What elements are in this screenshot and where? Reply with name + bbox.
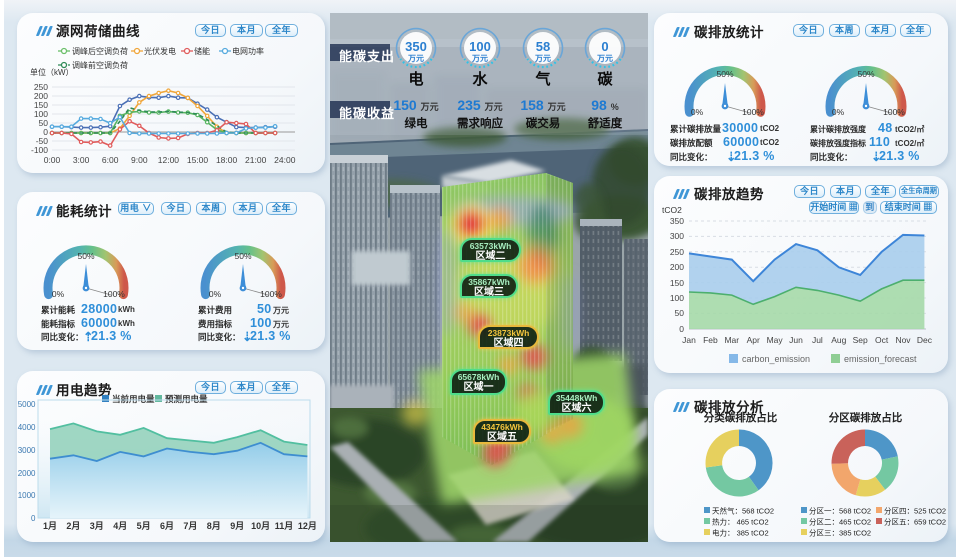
svg-text:21:00: 21:00 — [245, 155, 267, 165]
svg-text:100: 100 — [34, 109, 48, 119]
svg-text:May: May — [767, 335, 784, 345]
svg-text:12:00: 12:00 — [158, 155, 180, 165]
svg-text:50%: 50% — [77, 251, 94, 261]
svg-text:分区四：525 tCO2: 分区四：525 tCO2 — [884, 507, 946, 516]
svg-text:11月: 11月 — [275, 521, 294, 531]
svg-text:Nov: Nov — [895, 335, 911, 345]
svg-text:350: 350 — [670, 216, 684, 226]
svg-text:分区三：385 tCO2: 分区三：385 tCO2 — [809, 529, 871, 538]
svg-text:0:00: 0:00 — [44, 155, 61, 165]
svg-text:1000: 1000 — [18, 491, 36, 500]
svg-text:24:00: 24:00 — [274, 155, 296, 165]
svg-text:Dec: Dec — [917, 335, 933, 345]
svg-text:储能: 储能 — [194, 46, 210, 56]
svg-text:调峰后空调负荷: 调峰后空调负荷 — [72, 46, 128, 56]
svg-text:热力： 465 tCO2: 热力： 465 tCO2 — [712, 517, 769, 527]
svg-text:150: 150 — [34, 100, 48, 110]
svg-text:1月: 1月 — [43, 521, 57, 531]
svg-text:0: 0 — [679, 324, 684, 334]
svg-text:4月: 4月 — [113, 521, 127, 531]
svg-text:0%: 0% — [832, 107, 845, 117]
svg-text:电网功率: 电网功率 — [232, 46, 264, 56]
svg-text:50%: 50% — [857, 69, 874, 79]
svg-text:分区二：465 tCO2: 分区二：465 tCO2 — [809, 518, 871, 527]
svg-text:100%: 100% — [103, 289, 125, 299]
svg-text:300: 300 — [670, 231, 684, 241]
svg-text:Feb: Feb — [703, 335, 718, 345]
svg-text:12月: 12月 — [298, 521, 317, 531]
svg-text:单位（kW）: 单位（kW） — [30, 67, 74, 77]
svg-text:Mar: Mar — [724, 335, 739, 345]
svg-text:Jun: Jun — [789, 335, 803, 345]
svg-text:Apr: Apr — [747, 335, 760, 345]
svg-text:tCO2: tCO2 — [662, 205, 682, 215]
svg-text:250: 250 — [34, 82, 48, 92]
svg-text:Jan: Jan — [682, 335, 696, 345]
svg-text:天然气：568 tCO2: 天然气：568 tCO2 — [712, 506, 774, 516]
svg-text:调峰前空调负荷: 调峰前空调负荷 — [72, 60, 128, 70]
svg-text:3000: 3000 — [18, 446, 36, 455]
svg-text:0%: 0% — [209, 289, 222, 299]
svg-text:150: 150 — [670, 278, 684, 288]
svg-text:10月: 10月 — [251, 521, 270, 531]
svg-text:100: 100 — [670, 293, 684, 303]
svg-text:电力： 385 tCO2: 电力： 385 tCO2 — [712, 528, 769, 538]
svg-text:Jul: Jul — [812, 335, 823, 345]
svg-text:4000: 4000 — [18, 423, 36, 432]
svg-text:分区一：568 tCO2: 分区一：568 tCO2 — [809, 507, 871, 516]
svg-text:3:00: 3:00 — [73, 155, 90, 165]
svg-text:5000: 5000 — [18, 400, 36, 409]
svg-text:2月: 2月 — [66, 521, 80, 531]
svg-text:50%: 50% — [234, 251, 251, 261]
svg-text:200: 200 — [34, 91, 48, 101]
svg-text:carbon_emission: carbon_emission — [742, 354, 810, 364]
svg-text:3月: 3月 — [90, 521, 104, 531]
svg-text:0%: 0% — [52, 289, 65, 299]
svg-text:0: 0 — [31, 514, 36, 523]
svg-text:Aug: Aug — [831, 335, 846, 345]
svg-text:100%: 100% — [260, 289, 282, 299]
svg-text:0%: 0% — [691, 107, 704, 117]
svg-text:Sep: Sep — [853, 335, 868, 345]
svg-text:-100: -100 — [31, 145, 48, 155]
svg-text:emission_forecast: emission_forecast — [844, 354, 917, 364]
svg-text:Oct: Oct — [875, 335, 889, 345]
svg-text:光伏发电: 光伏发电 — [144, 46, 176, 56]
svg-text:7月: 7月 — [183, 521, 197, 531]
svg-text:50%: 50% — [716, 69, 733, 79]
svg-text:18:00: 18:00 — [216, 155, 238, 165]
svg-text:6月: 6月 — [160, 521, 174, 531]
svg-text:2000: 2000 — [18, 469, 36, 478]
svg-text:9:00: 9:00 — [131, 155, 148, 165]
svg-text:250: 250 — [670, 247, 684, 257]
svg-text:5月: 5月 — [137, 521, 151, 531]
svg-text:0: 0 — [43, 127, 48, 137]
svg-text:100%: 100% — [742, 107, 764, 117]
svg-text:15:00: 15:00 — [187, 155, 209, 165]
svg-text:9月: 9月 — [230, 521, 244, 531]
svg-text:-50: -50 — [36, 136, 49, 146]
svg-text:8月: 8月 — [207, 521, 221, 531]
svg-text:6:00: 6:00 — [102, 155, 119, 165]
svg-text:50: 50 — [39, 118, 49, 128]
svg-text:200: 200 — [670, 262, 684, 272]
svg-text:100%: 100% — [883, 107, 905, 117]
svg-text:分区五：659 tCO2: 分区五：659 tCO2 — [884, 518, 946, 527]
svg-text:当前用电量: 当前用电量 — [112, 394, 155, 404]
svg-text:50: 50 — [675, 308, 685, 318]
svg-text:预测用电量: 预测用电量 — [165, 394, 208, 404]
